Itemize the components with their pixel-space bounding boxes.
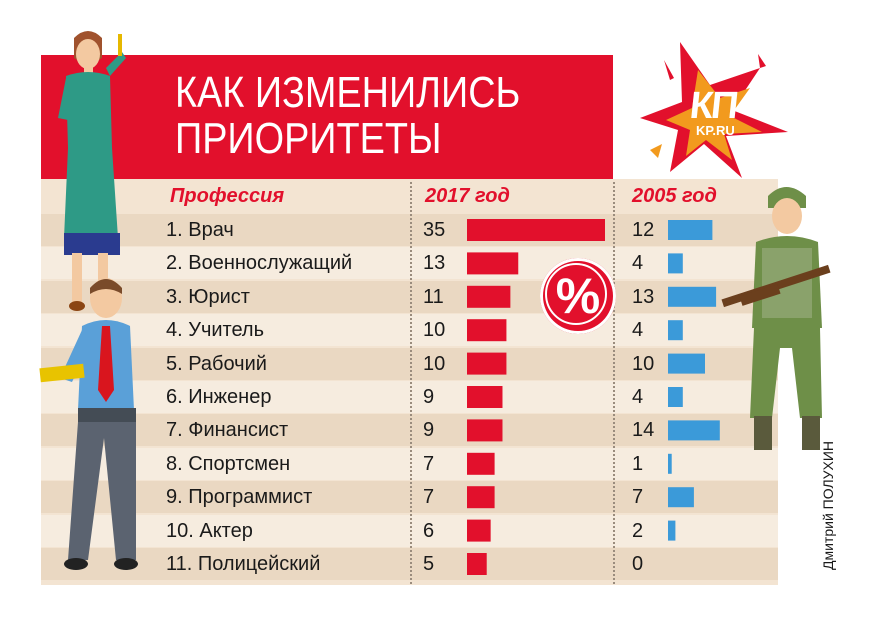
value-2005: 12 [632, 219, 655, 241]
value-2017: 6 [423, 519, 435, 542]
row-stripe [41, 548, 778, 580]
profession-label: 9. Программист [166, 486, 313, 509]
value-2017: 9 [423, 419, 435, 442]
divider-2005 [613, 182, 615, 584]
profession-label: 3. Юрист [166, 285, 250, 308]
value-2017: 5 [423, 553, 435, 575]
value-2005: 1 [632, 452, 644, 475]
header-2005: 2005 год [632, 185, 717, 207]
divider-2017 [410, 182, 412, 584]
row-stripe [41, 214, 778, 246]
percent-badge: % [540, 258, 616, 334]
value-2017: 11 [423, 285, 444, 308]
value-2017: 35 [423, 219, 446, 241]
profession-label: 7. Финансист [166, 419, 289, 442]
percent-badge-ring [545, 263, 607, 325]
profession-label: 2. Военнослужащий [166, 252, 353, 275]
value-2005: 4 [632, 319, 644, 342]
row-stripe [41, 414, 778, 447]
value-2017: 13 [423, 252, 446, 275]
profession-label: 11. Полицейский [166, 553, 321, 575]
value-2017: 7 [423, 452, 435, 475]
value-2017: 10 [423, 319, 446, 342]
value-2005: 13 [632, 285, 655, 308]
value-2005: 4 [632, 252, 644, 275]
doctor-figure-icon [58, 31, 126, 311]
value-2005: 2 [632, 519, 644, 542]
percent-sign: % [555, 268, 601, 324]
soldier-figure-icon [721, 187, 831, 450]
author-credit: Дмитрий ПОЛУХИН [820, 440, 836, 570]
value-2017: 9 [423, 386, 435, 408]
profession-label: 6. Инженер [166, 386, 272, 408]
title-banner [41, 55, 613, 179]
value-2005: 0 [632, 553, 644, 575]
value-2017: 10 [423, 352, 446, 375]
row-stripe [41, 514, 778, 547]
row-stripe [41, 447, 778, 480]
kp-logo-subtext: KP.RU [696, 123, 735, 138]
header-2017: 2017 год [425, 185, 510, 207]
value-2005: 10 [632, 352, 655, 375]
row-stripe [41, 247, 778, 280]
value-2005: 14 [632, 419, 655, 442]
title-line-1: КАК ИЗМЕНИЛИСЬ [175, 68, 521, 117]
profession-label: 5. Рабочий [166, 352, 267, 375]
kp-logo-text: КП [687, 85, 739, 127]
profession-label: 4. Учитель [166, 319, 265, 342]
profession-label: 8. Спортсмен [166, 452, 291, 475]
value-2017: 7 [423, 486, 435, 509]
title-line-2: ПРИОРИТЕТЫ [175, 114, 442, 163]
row-stripe [41, 481, 778, 514]
row-stripe [41, 381, 778, 413]
profession-label: 1. Врач [166, 219, 234, 241]
profession-label: 10. Актер [166, 519, 253, 542]
value-2005: 4 [632, 386, 644, 408]
office-worker-figure-icon [39, 278, 138, 570]
header-profession: Профессия [170, 185, 285, 207]
row-stripe [41, 347, 778, 380]
row-stripe [41, 314, 778, 347]
value-2005: 7 [632, 486, 644, 509]
kp-logo-splash [640, 42, 788, 178]
row-stripe [41, 280, 778, 313]
